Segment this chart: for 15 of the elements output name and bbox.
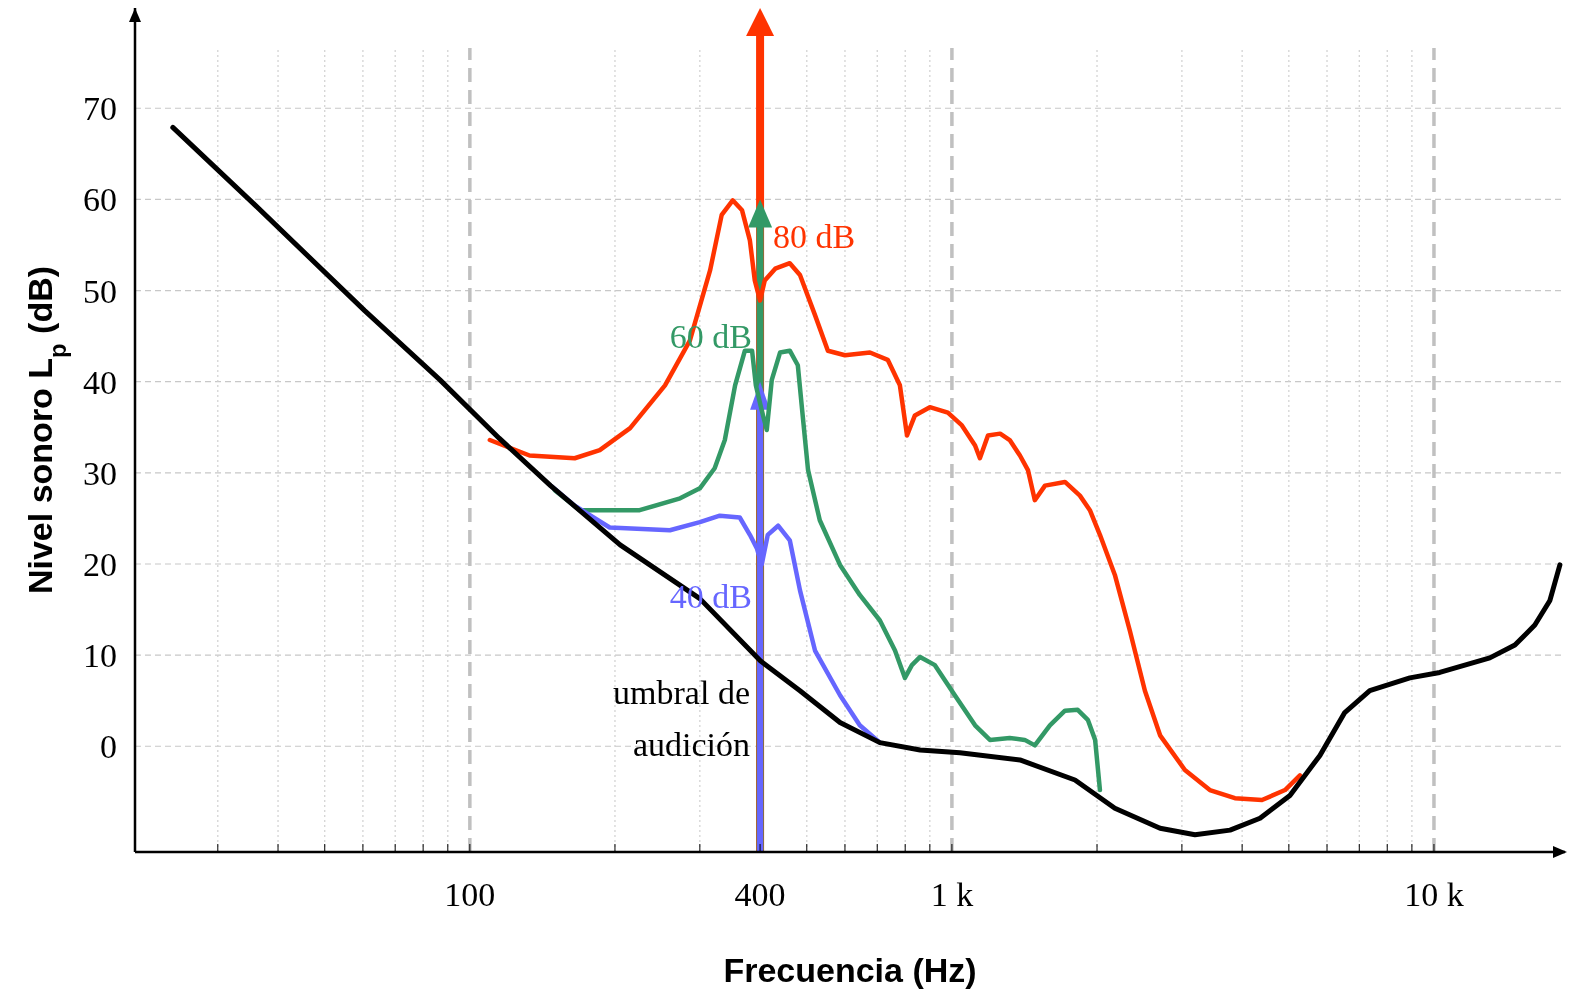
y-tick-label: 30 <box>83 454 117 492</box>
x-tick-label: 100 <box>444 876 496 913</box>
y-tick-label: 50 <box>83 272 117 310</box>
y-tick-label: 0 <box>100 728 117 766</box>
x-axis-title: Frecuencia (Hz) <box>723 951 977 989</box>
y-tick-label: 40 <box>83 363 117 401</box>
y-tick-label: 60 <box>83 181 117 219</box>
y-tick-label: 20 <box>83 545 117 583</box>
x-tick-label: 1 k <box>930 876 974 913</box>
x-tick-label: 10 k <box>1404 876 1464 913</box>
y-tick-label: 10 <box>83 637 117 675</box>
y-tick-label: 70 <box>83 90 117 128</box>
annotation: 80 dB <box>773 218 856 255</box>
series-label: umbral de audición <box>613 674 750 764</box>
x-tick-label: 400 <box>734 876 786 913</box>
